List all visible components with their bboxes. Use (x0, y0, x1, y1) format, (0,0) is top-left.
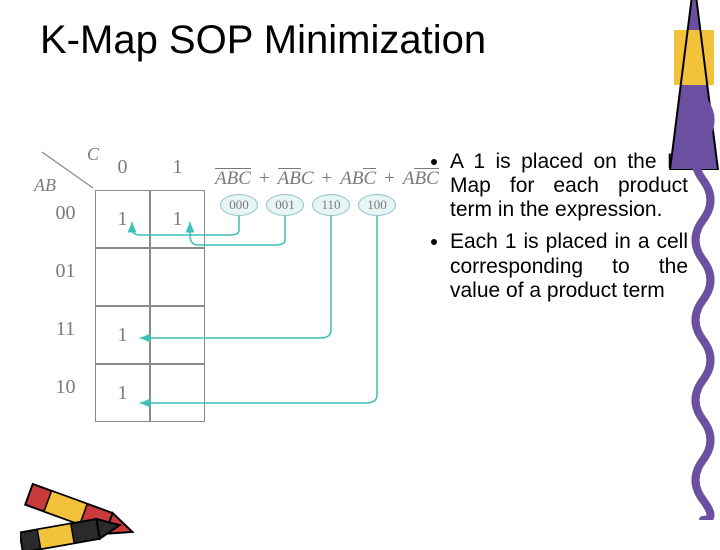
expr-term: ABC (215, 168, 251, 190)
plus-icon: + (259, 168, 270, 190)
code-oval: 100 (358, 194, 396, 216)
row-header: 01 (38, 260, 93, 283)
row-header: 11 (38, 318, 93, 341)
code-oval: 110 (312, 194, 350, 216)
kmap-corner: C AB (40, 150, 95, 190)
page-title: K-Map SOP Minimization (40, 18, 486, 63)
kmap-cell (150, 248, 205, 306)
col-header: 0 (95, 156, 150, 179)
code-oval: 000 (220, 194, 258, 216)
expr-term: ABC (278, 168, 314, 190)
code-oval: 001 (266, 194, 304, 216)
bullet-item: Each 1 is placed in a cell corresponding… (450, 230, 688, 302)
kmap-cell (150, 306, 205, 364)
kmap-cell: 1 (95, 364, 150, 422)
row-var-label: AB (34, 175, 56, 196)
kmap-cell (150, 364, 205, 422)
col-header: 1 (150, 156, 205, 179)
kmap-cell: 1 (150, 190, 205, 248)
plus-icon: + (384, 168, 395, 190)
kmap-cell: 1 (95, 306, 150, 364)
squiggle-decoration (688, 100, 718, 520)
code-ovals: 000 001 110 100 (220, 194, 396, 216)
bullet-item: A 1 is placed on the K-Map for each prod… (450, 150, 688, 222)
bullet-list: A 1 is placed on the K-Map for each prod… (432, 150, 688, 311)
expr-term: ABC (403, 168, 439, 190)
kmap-grid: 1 1 1 1 (95, 190, 205, 422)
expr-term: ABC (340, 168, 376, 190)
kmap-cell (95, 248, 150, 306)
row-header: 00 (38, 202, 93, 225)
kmap-cell: 1 (95, 190, 150, 248)
plus-icon: + (322, 168, 333, 190)
expression: ABC + ABC + ABC + ABC (215, 150, 439, 190)
kmap-diagram: C AB 0 1 00 01 11 10 1 1 1 1 ABC + ABC +… (40, 150, 420, 480)
row-header: 10 (38, 376, 93, 399)
